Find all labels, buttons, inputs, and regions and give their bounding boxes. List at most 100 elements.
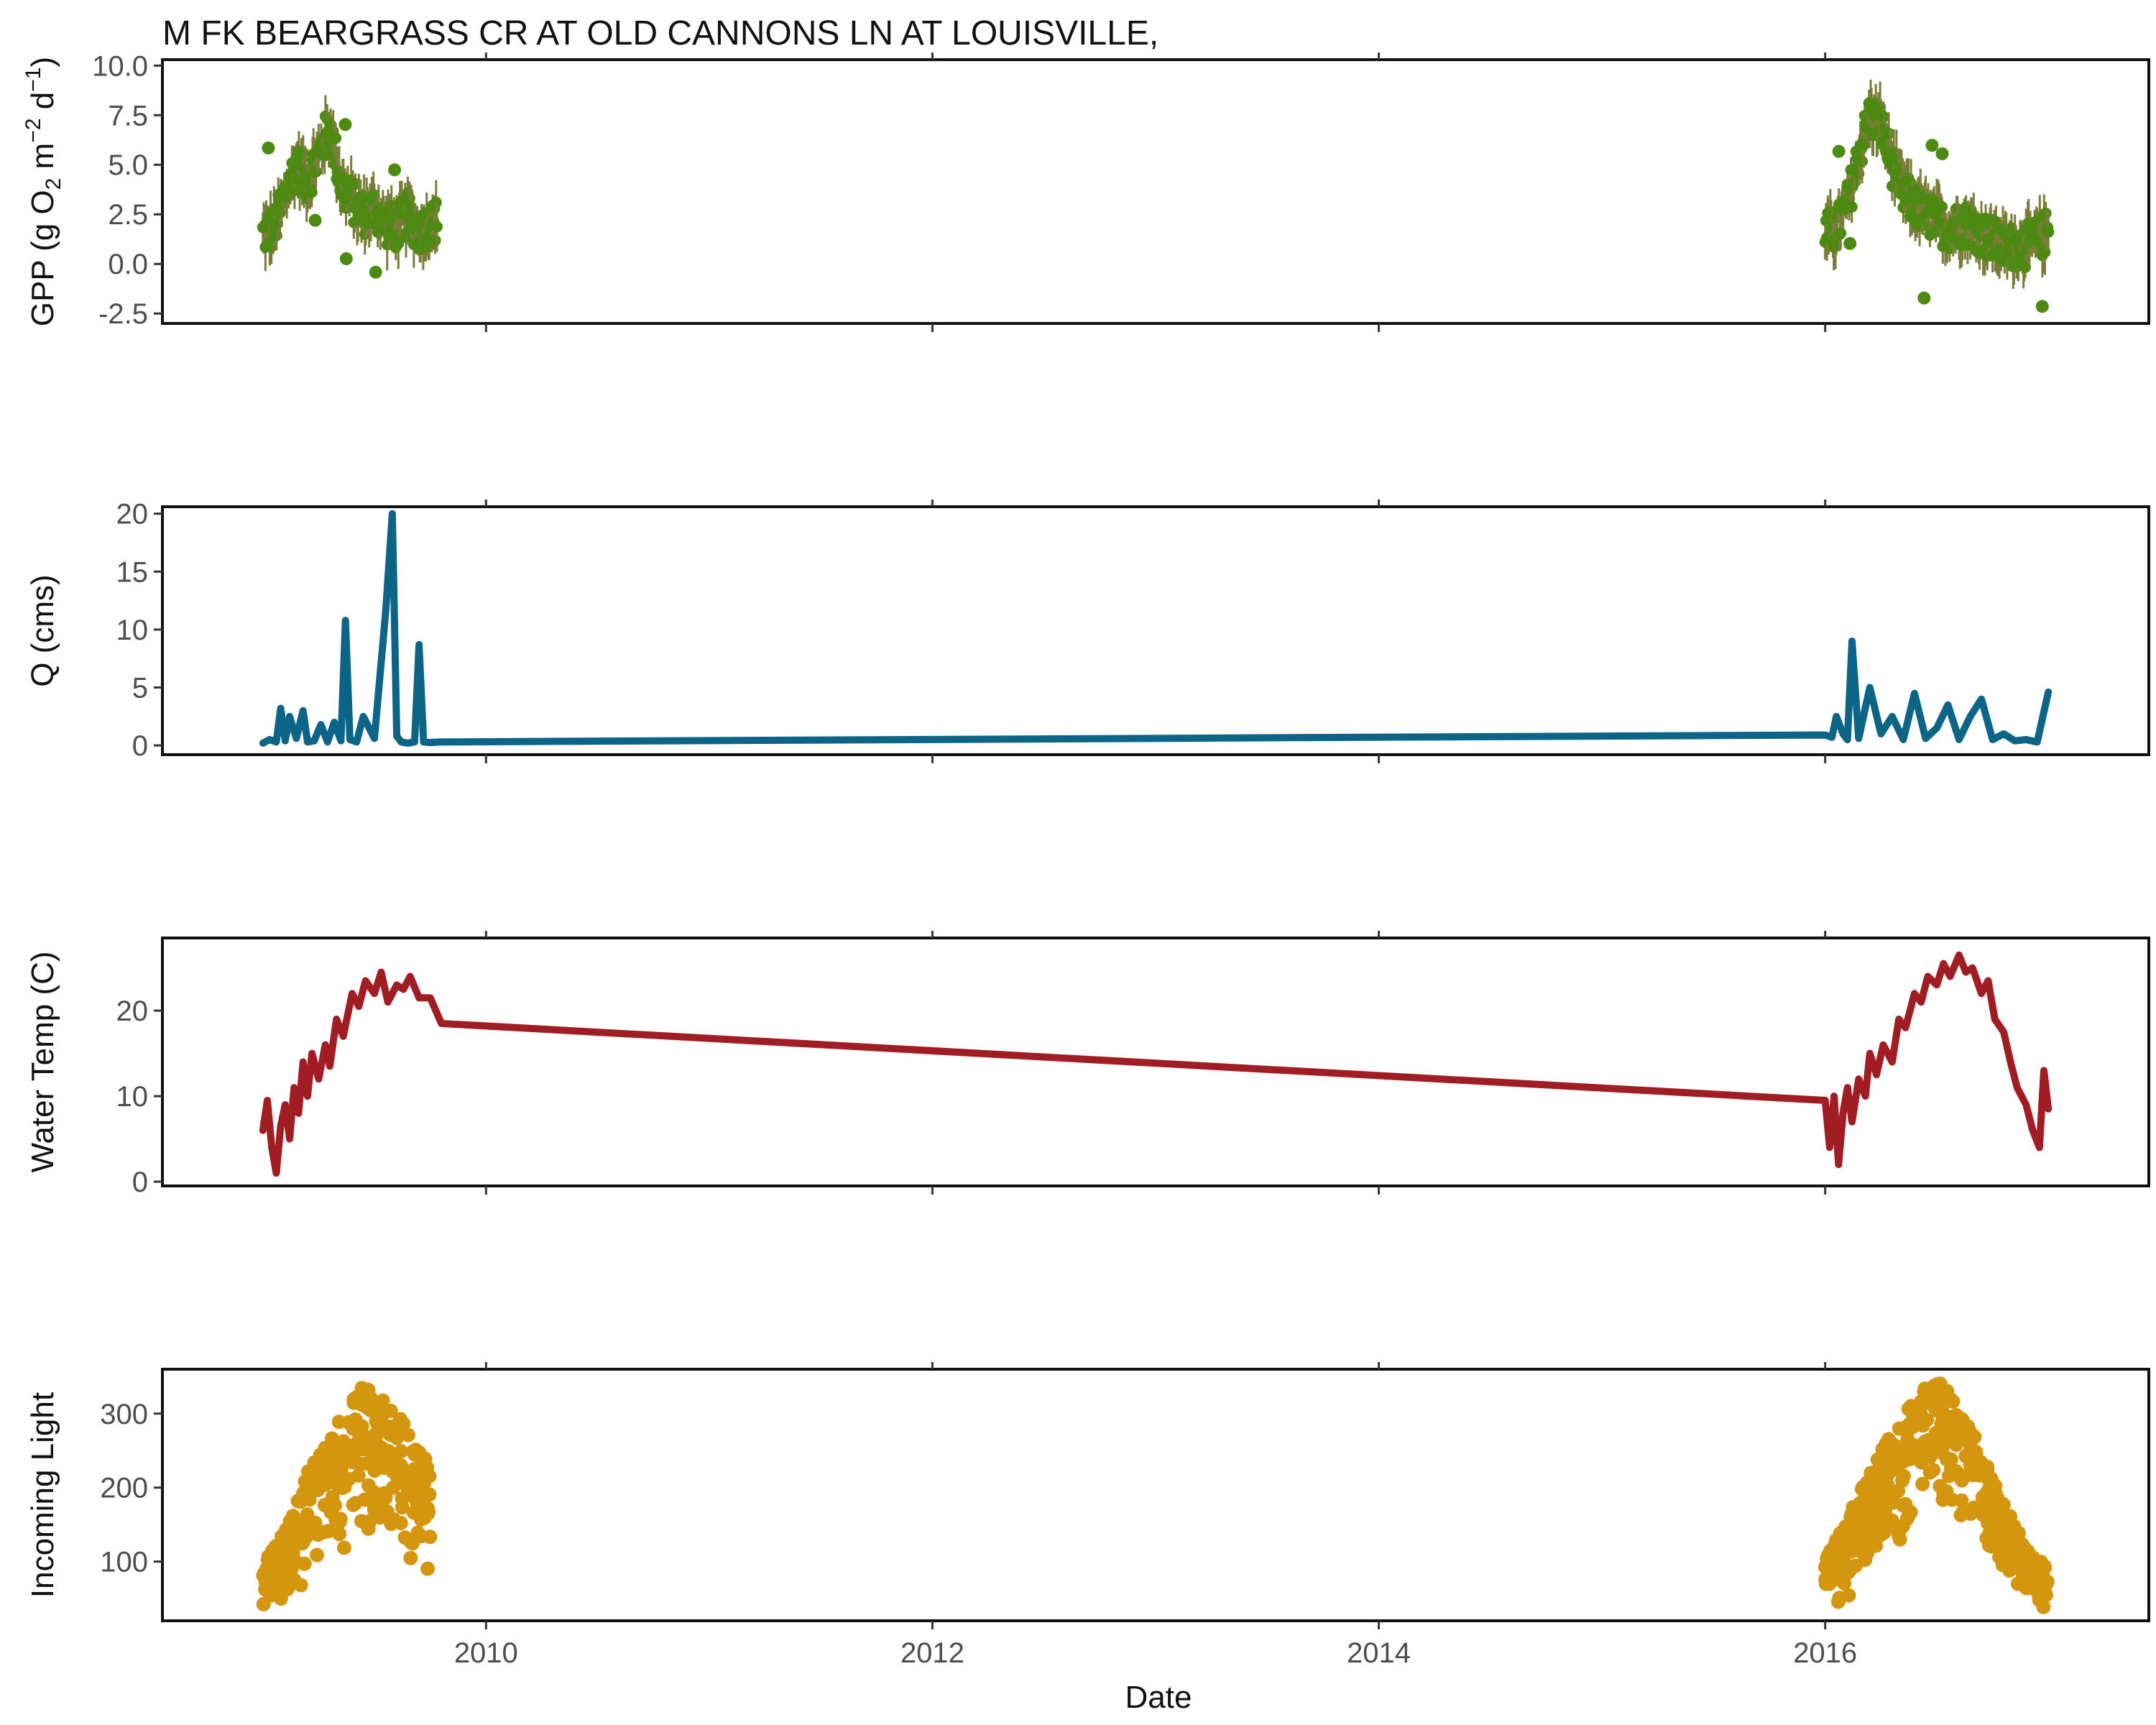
panels: -2.5 0.0 2.5 5.0 7.5 10.0 GPP (g O2 m−2 d−1) 0 5… xyxy=(22,50,2150,1629)
light-point xyxy=(1963,1454,1978,1469)
q-y-axis-title: Q (cms) xyxy=(25,574,60,686)
light-point xyxy=(1844,1506,1859,1522)
gpp-point xyxy=(1883,127,1895,139)
light-point xyxy=(1886,1488,1901,1503)
panel-light: 100 200 300 Incoming Light xyxy=(25,1362,2150,1629)
water_temp-line xyxy=(259,951,2053,1177)
light-point xyxy=(1992,1550,2007,1565)
light-point xyxy=(1854,1482,1869,1497)
gpp-point xyxy=(1917,291,1931,305)
light-point xyxy=(1975,1490,1990,1505)
light-point xyxy=(1875,1452,1890,1467)
light-point xyxy=(2040,1574,2055,1589)
light-point xyxy=(336,1540,351,1555)
light-point xyxy=(372,1411,387,1426)
light-data xyxy=(256,1376,2055,1614)
light-point xyxy=(1894,1473,1909,1488)
light-point xyxy=(1877,1504,1892,1519)
panel-gpp: -2.5 0.0 2.5 5.0 7.5 10.0 GPP (g O2 m−2 d−1) xyxy=(22,50,2150,332)
light-point xyxy=(348,1412,363,1427)
light-point xyxy=(1875,1442,1890,1457)
y-axis-title-part: 2 xyxy=(42,178,65,190)
y-tick-label: 20 xyxy=(116,499,149,530)
gpp-point xyxy=(330,132,342,144)
water_temp-y-axis-title: Water Temp (C) xyxy=(25,951,60,1172)
light-point xyxy=(403,1550,418,1565)
gpp-point xyxy=(1843,236,1857,250)
light-point xyxy=(361,1440,376,1455)
light-point xyxy=(1976,1458,1991,1473)
x-tick-label: 2012 xyxy=(900,1637,964,1669)
y-axis-title-part: d xyxy=(25,92,60,119)
q-data xyxy=(259,510,2053,747)
light-point xyxy=(1935,1404,1950,1420)
light-point xyxy=(1915,1476,1930,1491)
light-point xyxy=(1818,1576,1833,1591)
light-point xyxy=(303,1479,318,1494)
gpp-point xyxy=(1858,139,1870,151)
gpp-point xyxy=(429,234,441,247)
light-point xyxy=(275,1529,290,1544)
y-axis-title-part: ) xyxy=(25,57,60,68)
light-point xyxy=(1986,1509,2001,1524)
gpp-point xyxy=(430,221,443,233)
light-point xyxy=(413,1529,428,1544)
water_temp-y-axis: 0 10 20 xyxy=(116,995,162,1198)
y-tick-label: 7.5 xyxy=(108,100,148,132)
y-tick-label: 0 xyxy=(132,730,148,762)
light-point xyxy=(1903,1505,1918,1520)
light-point xyxy=(410,1491,425,1506)
light-point xyxy=(1943,1420,1958,1435)
light-point xyxy=(1928,1426,1943,1441)
panel-frame xyxy=(161,1368,2150,1622)
light-point xyxy=(1869,1538,1884,1553)
light-point xyxy=(383,1453,398,1468)
q-line xyxy=(259,510,2053,747)
light-point xyxy=(2001,1516,2017,1531)
light-point xyxy=(263,1552,278,1568)
light-point xyxy=(353,1456,368,1471)
light-point xyxy=(1927,1379,1942,1394)
light-point xyxy=(304,1515,319,1530)
light-point xyxy=(258,1574,273,1589)
x-tick-label: 2014 xyxy=(1347,1637,1411,1669)
light-point xyxy=(372,1502,387,1517)
light-point xyxy=(1986,1478,2001,1494)
light-point xyxy=(1922,1465,1938,1480)
light-point xyxy=(354,1514,369,1529)
light-point xyxy=(402,1473,417,1488)
light-point xyxy=(2015,1565,2030,1580)
light-point xyxy=(1909,1417,1925,1432)
light-point xyxy=(1848,1558,1864,1573)
y-tick-label: -2.5 xyxy=(98,298,148,330)
y-axis-title-part: −2 xyxy=(22,118,45,142)
gpp-point xyxy=(1925,139,1939,152)
y-tick-label: 20 xyxy=(116,995,149,1027)
gpp-y-axis-title: GPP (g O2 m−2 d−1) xyxy=(22,57,65,326)
gpp-point xyxy=(305,186,318,198)
light-point xyxy=(1936,1390,1951,1405)
light-point xyxy=(328,1512,343,1527)
gpp-point xyxy=(2019,261,2031,273)
gpp-point xyxy=(1856,155,1869,167)
gpp-point xyxy=(1832,144,1846,158)
y-tick-label: 2.5 xyxy=(108,199,148,231)
gpp-point xyxy=(1930,226,1942,238)
light-y-axis-title: Incoming Light xyxy=(25,1392,60,1598)
light-point xyxy=(1989,1533,2004,1548)
light-point xyxy=(321,1456,336,1471)
panel-frame xyxy=(161,937,2150,1187)
light-point xyxy=(1953,1507,1968,1522)
panel-frame xyxy=(161,58,2150,325)
light-point xyxy=(285,1519,300,1534)
light-point xyxy=(1900,1452,1915,1467)
light-point xyxy=(1833,1535,1848,1550)
light-point xyxy=(1949,1408,1964,1423)
light-point xyxy=(420,1561,436,1576)
light-point xyxy=(412,1446,427,1461)
x-axis-title: Date xyxy=(1125,1680,1192,1715)
y-tick-label: 0 xyxy=(132,1167,148,1198)
light-point xyxy=(347,1445,362,1460)
